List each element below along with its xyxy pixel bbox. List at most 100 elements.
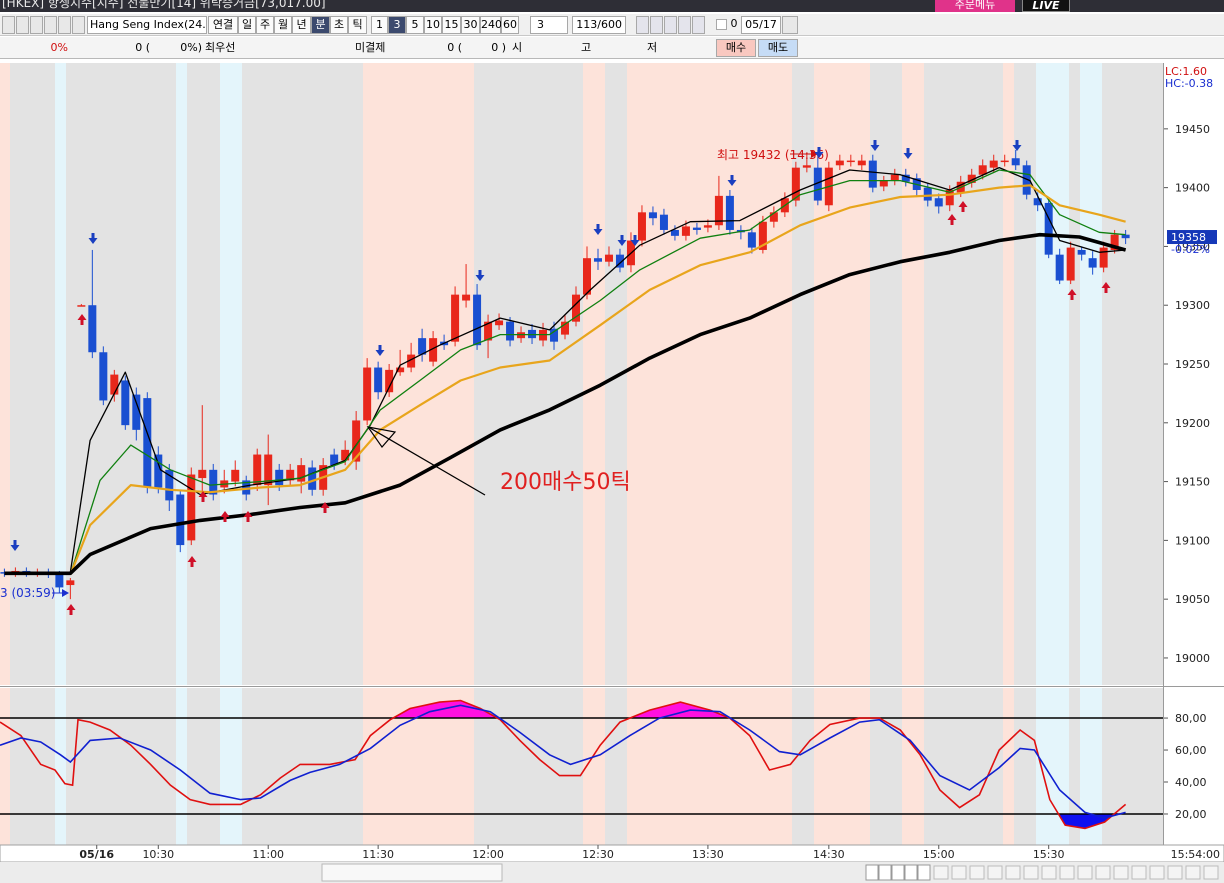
draw-tool[interactable] xyxy=(1113,865,1129,880)
period-button[interactable]: 월 xyxy=(274,16,292,34)
draw-tool[interactable] xyxy=(1059,865,1075,880)
checkbox[interactable] xyxy=(716,19,727,30)
draw-tool[interactable] xyxy=(1005,865,1021,880)
calendar-icon[interactable] xyxy=(782,16,798,34)
live-badge[interactable]: LIVE xyxy=(1022,0,1070,12)
session-band xyxy=(1080,63,1102,685)
draw-tool[interactable] xyxy=(1131,865,1147,880)
period-button[interactable]: 초 xyxy=(330,16,348,34)
x-tick-label: 12:00 xyxy=(472,848,504,861)
session-band xyxy=(605,63,627,685)
moving-average xyxy=(69,184,1126,575)
buy-button[interactable]: 매수 xyxy=(716,39,756,57)
scroll-control[interactable] xyxy=(878,864,892,881)
draw-tool[interactable] xyxy=(1149,865,1165,880)
candle-body xyxy=(154,454,163,488)
tool-icon[interactable] xyxy=(664,16,677,34)
draw-tool[interactable] xyxy=(1023,865,1039,880)
draw-tool[interactable] xyxy=(987,865,1003,880)
period-button[interactable]: 1 xyxy=(371,16,388,34)
draw-tool[interactable] xyxy=(1185,865,1201,880)
candle-body xyxy=(396,367,405,373)
draw-tool[interactable] xyxy=(1203,865,1219,880)
period-button[interactable]: 틱 xyxy=(348,16,367,34)
tool-icon[interactable] xyxy=(692,16,705,34)
sell-signal xyxy=(1012,140,1022,151)
session-band xyxy=(902,63,924,685)
sell-signal xyxy=(375,345,385,356)
quote-high: 고 xyxy=(581,41,592,54)
period-button[interactable]: 년 xyxy=(292,16,311,34)
session-band xyxy=(1014,63,1036,685)
period-button[interactable]: 분 xyxy=(311,16,330,34)
draw-tool[interactable] xyxy=(951,865,967,880)
draw-tool[interactable] xyxy=(1041,865,1057,880)
tool-icon[interactable] xyxy=(636,16,649,34)
symbol-box[interactable]: Hang Seng Index(24.0 xyxy=(87,16,207,34)
period-button[interactable]: 일 xyxy=(238,16,256,34)
period-button[interactable]: 주 xyxy=(256,16,274,34)
session-band xyxy=(0,688,10,845)
y-tick-label: 19300 xyxy=(1175,299,1210,312)
candle-body xyxy=(747,232,756,248)
period-button[interactable]: 3 xyxy=(388,16,406,34)
session-band xyxy=(870,63,902,685)
draw-tool[interactable] xyxy=(1167,865,1183,880)
period-button[interactable]: 15 xyxy=(442,16,461,34)
scroll-thumb[interactable] xyxy=(321,863,503,882)
session-bands xyxy=(0,63,1163,845)
session-band xyxy=(1014,688,1036,845)
candle-body xyxy=(637,212,646,241)
session-band xyxy=(10,63,55,685)
period-button[interactable]: 10 xyxy=(424,16,442,34)
tool-icon[interactable] xyxy=(16,16,29,34)
candle-body xyxy=(330,454,339,466)
sell-signal xyxy=(475,270,485,281)
session-band xyxy=(55,63,66,685)
scroll-control[interactable] xyxy=(904,864,918,881)
draw-tool[interactable] xyxy=(969,865,985,880)
tool-icon[interactable] xyxy=(2,16,15,34)
buy-signal xyxy=(187,556,197,567)
tool-icon[interactable] xyxy=(72,16,85,34)
session-band xyxy=(814,63,870,685)
draw-tool[interactable] xyxy=(1077,865,1093,880)
session-band xyxy=(792,688,814,845)
menu-button[interactable]: 주문메뉴 xyxy=(935,0,1015,12)
toolbar: Hang Seng Index(24.0 3 113/600 0 05/17 연… xyxy=(0,14,1224,36)
period-button[interactable]: 30 xyxy=(461,16,480,34)
tool-icon[interactable] xyxy=(44,16,57,34)
period-button[interactable]: 연결 xyxy=(208,16,238,34)
scroll-control[interactable] xyxy=(917,864,931,881)
date-box[interactable]: 05/17 xyxy=(741,16,781,34)
x-tick-label: 11:00 xyxy=(252,848,284,861)
candle-body xyxy=(198,469,207,479)
candle-body xyxy=(352,420,361,462)
session-band xyxy=(66,688,176,845)
tool-icon[interactable] xyxy=(650,16,663,34)
period-combo[interactable]: 3 xyxy=(530,16,568,34)
candle-body xyxy=(286,469,295,481)
candle-body xyxy=(1033,198,1042,206)
y-tick-label: 19200 xyxy=(1175,417,1210,430)
draw-tool[interactable] xyxy=(933,865,949,880)
candle-body xyxy=(110,374,119,395)
candle-body xyxy=(923,187,932,201)
tool-icon[interactable] xyxy=(30,16,43,34)
y-tick-label: 20,00 xyxy=(1175,808,1207,821)
tool-icon[interactable] xyxy=(678,16,691,34)
scroll-control[interactable] xyxy=(865,864,879,881)
scroll-control[interactable] xyxy=(891,864,905,881)
period-button[interactable]: 5 xyxy=(406,16,424,34)
sell-button[interactable]: 매도 xyxy=(758,39,798,57)
count-box[interactable]: 113/600 xyxy=(572,16,626,34)
candle-body xyxy=(385,369,394,393)
scrollbar[interactable] xyxy=(0,862,1224,883)
draw-tool[interactable] xyxy=(1095,865,1111,880)
period-button[interactable]: 60 xyxy=(501,16,519,34)
tool-icon[interactable] xyxy=(58,16,71,34)
candle-body xyxy=(681,226,690,236)
period-button[interactable]: 240 xyxy=(480,16,502,34)
candle-body xyxy=(813,167,822,201)
